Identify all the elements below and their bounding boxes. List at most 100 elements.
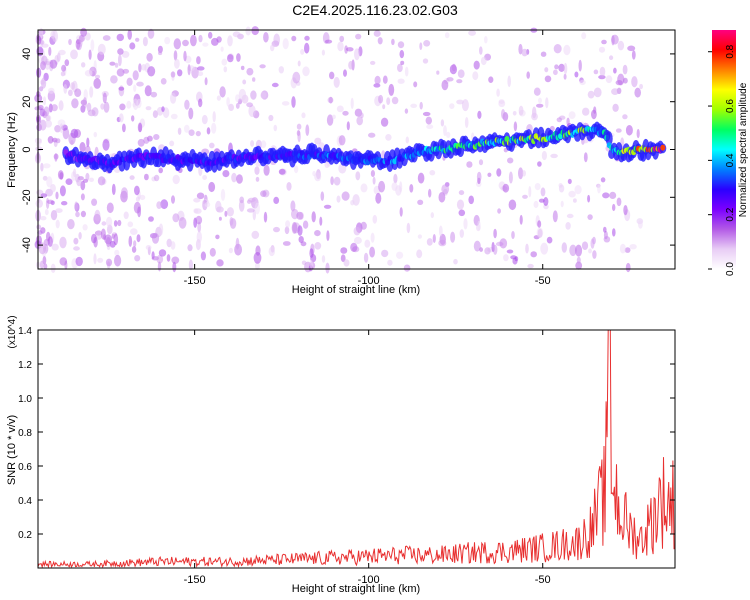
spectrogram-cell bbox=[75, 38, 81, 50]
spectrogram-cell bbox=[79, 142, 86, 153]
spectrogram-cell bbox=[120, 187, 128, 199]
spectrogram-cell bbox=[333, 176, 341, 186]
spectrogram-cell bbox=[85, 172, 90, 181]
spectrogram-cell bbox=[609, 55, 614, 60]
spectrogram-cell bbox=[50, 210, 58, 221]
spectrogram-cell bbox=[118, 86, 125, 91]
spectrogram-cell bbox=[49, 59, 58, 69]
spectrogram-cell bbox=[422, 58, 429, 64]
spectrogram-cell bbox=[514, 256, 519, 262]
spectrogram-cell bbox=[498, 100, 506, 108]
y-tick-label: -20 bbox=[21, 189, 33, 205]
spectrogram-cell bbox=[613, 67, 617, 74]
spectrogram-cell bbox=[336, 105, 344, 113]
spectrogram-cell bbox=[453, 258, 458, 265]
spectrogram-cell bbox=[61, 64, 67, 72]
spectrogram-cell bbox=[41, 77, 47, 89]
spectrogram-cell bbox=[573, 198, 577, 203]
spectrogram-cell bbox=[197, 66, 205, 71]
spectrogram-cell bbox=[634, 87, 641, 98]
spectrogram-cell bbox=[605, 75, 613, 84]
x-tick-label: -150 bbox=[184, 574, 206, 586]
spectrogram-cell bbox=[39, 260, 44, 269]
spectrogram-cell bbox=[270, 44, 275, 52]
spectrogram-cell bbox=[526, 71, 530, 79]
spectrogram-cell bbox=[561, 242, 567, 253]
spectrogram-cell bbox=[417, 199, 424, 205]
spectrogram-cell bbox=[240, 65, 245, 71]
spectrogram-cell bbox=[156, 254, 164, 264]
spectrogram-cell bbox=[438, 225, 443, 237]
spectrogram-cell bbox=[291, 96, 296, 108]
spectrogram-cell bbox=[196, 56, 201, 65]
spectrogram-cell bbox=[521, 48, 528, 57]
spectrogram-cell bbox=[623, 205, 628, 216]
spectrogram-cell bbox=[522, 194, 528, 199]
spectrogram-cell bbox=[397, 78, 405, 84]
spectrogram-cell bbox=[36, 35, 42, 45]
spectrogram-cell bbox=[302, 220, 309, 229]
spectrogram-cell bbox=[59, 123, 64, 134]
spectrogram-cell bbox=[105, 258, 113, 267]
spectrogram-cell bbox=[93, 78, 101, 89]
spectrogram-cell bbox=[552, 210, 558, 223]
spectrogram-cell bbox=[530, 251, 537, 258]
spectrogram-cell bbox=[533, 200, 539, 209]
spectrogram-cell bbox=[212, 111, 216, 123]
spectrogram-cell bbox=[309, 259, 313, 269]
spectrogram-cell bbox=[156, 201, 162, 210]
spectrogram-cell bbox=[232, 31, 241, 38]
spectrogram-cell bbox=[45, 114, 52, 122]
spectrogram-cell bbox=[139, 194, 146, 201]
spectrogram-cell bbox=[450, 231, 456, 243]
snr-frame bbox=[37, 329, 676, 569]
spectrogram-cell bbox=[444, 32, 450, 39]
spectrogram-cell bbox=[216, 95, 221, 101]
spectrogram-cell bbox=[473, 240, 481, 252]
spectrogram-cell bbox=[172, 213, 180, 223]
spectrogram-cell bbox=[484, 247, 491, 255]
spectrogram-cell bbox=[254, 166, 260, 175]
spectrogram-cell bbox=[97, 43, 106, 55]
spectrogram-cell bbox=[78, 232, 82, 240]
spectrogram-cell bbox=[137, 122, 143, 133]
spectrogram-cell bbox=[73, 246, 80, 251]
spectrogram-cell bbox=[615, 128, 622, 133]
spectrogram-cell bbox=[370, 60, 376, 65]
spectrogram-cell bbox=[422, 111, 431, 117]
spectrogram-cell bbox=[478, 159, 484, 166]
spectrogram-cell bbox=[250, 140, 255, 147]
spectrogram-cell bbox=[544, 67, 549, 73]
spectrogram-cell bbox=[399, 50, 405, 59]
spectrogram-cell bbox=[42, 175, 48, 181]
spectrogram-cell bbox=[430, 212, 434, 219]
spectrogram-cell bbox=[150, 91, 158, 98]
spectrogram-cell bbox=[507, 75, 512, 88]
colorbar-ticks: 0.0 0.2 0.4 0.6 0.8 bbox=[708, 44, 736, 276]
spectrogram-cell bbox=[575, 261, 583, 270]
spectrogram-cell bbox=[519, 214, 523, 225]
spectrogram-cell bbox=[130, 228, 138, 236]
spectrogram-cell bbox=[204, 201, 211, 208]
spectrogram-cell bbox=[285, 220, 291, 228]
spectrogram-cell bbox=[82, 224, 88, 231]
spectrogram-cell bbox=[121, 50, 130, 58]
spectrogram-cell bbox=[102, 92, 107, 104]
spectrogram-cell bbox=[109, 61, 116, 66]
spectrogram-cell bbox=[512, 111, 517, 116]
spectrogram-cell bbox=[598, 75, 606, 80]
spectrogram-cell bbox=[304, 42, 310, 54]
spectrogram-cell bbox=[323, 204, 332, 209]
spectrogram-cell bbox=[97, 257, 104, 263]
spectrogram-cell bbox=[268, 114, 274, 122]
spectrogram-cell bbox=[133, 201, 141, 214]
spectrogram-cell bbox=[356, 116, 364, 126]
colorbar-tick-label: 0.6 bbox=[725, 99, 736, 113]
spectrogram-cell bbox=[236, 53, 241, 62]
spectrogram-cell bbox=[187, 64, 191, 76]
spectrogram-cell bbox=[581, 32, 587, 40]
spectrogram-cell bbox=[346, 47, 354, 52]
spectrogram-cell bbox=[55, 138, 61, 144]
spectrogram-cell bbox=[106, 202, 114, 214]
spectrogram-cell bbox=[116, 33, 125, 42]
